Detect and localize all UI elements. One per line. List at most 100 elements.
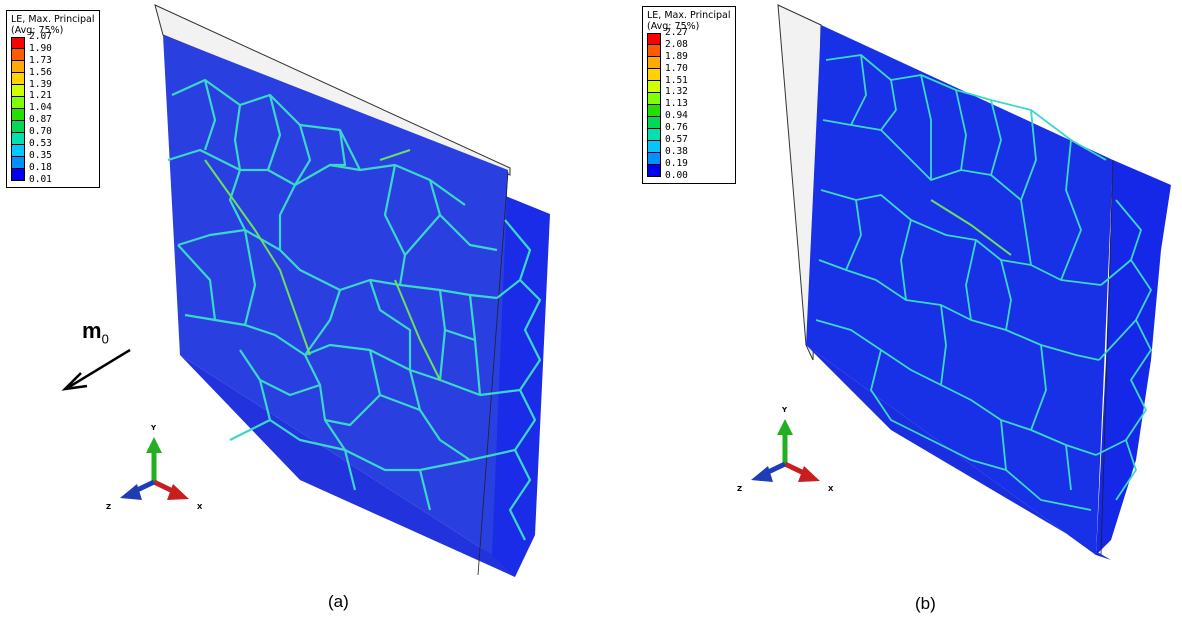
grain-boundary bbox=[243, 229, 257, 326]
deformed-mesh-b bbox=[777, 4, 1171, 560]
legend-swatch bbox=[647, 117, 661, 129]
axis-triad-a-icon: Y X Z bbox=[106, 424, 203, 511]
grain-boundary bbox=[428, 179, 498, 252]
contour-legend-a: LE, Max. Principal (Avg: 75%) 2.07 1.90 bbox=[6, 10, 100, 188]
axis-label-y: Y bbox=[781, 406, 788, 414]
grain-boundary bbox=[1060, 139, 1082, 281]
legend-swatch bbox=[11, 85, 25, 97]
legend-value: 1.90 bbox=[29, 42, 52, 54]
axis-label-x: X bbox=[828, 485, 834, 493]
grain-boundary bbox=[239, 349, 321, 397]
legend-value: 0.57 bbox=[665, 134, 688, 146]
legend-swatch bbox=[11, 61, 25, 73]
legend-swatch bbox=[647, 81, 661, 93]
grain-boundary bbox=[815, 319, 1097, 456]
grain-boundary bbox=[177, 228, 401, 292]
legend-value: 2.07 bbox=[29, 31, 52, 42]
grain-boundary bbox=[1100, 259, 1132, 286]
grain-boundary bbox=[304, 289, 342, 356]
axis-label-z: Z bbox=[106, 503, 111, 511]
grain-boundary bbox=[920, 74, 932, 180]
magnetization-label: m0 bbox=[82, 318, 109, 346]
grain-boundary bbox=[479, 388, 521, 397]
legend-value: 0.18 bbox=[29, 161, 52, 173]
legend-title: LE, Max. Principal bbox=[11, 14, 95, 25]
grain-boundary bbox=[418, 469, 432, 511]
grain-boundary bbox=[304, 354, 346, 451]
legend-value: 1.73 bbox=[29, 54, 52, 66]
legend-swatch bbox=[11, 73, 25, 85]
legend-value: 0.01 bbox=[29, 173, 52, 185]
grain-boundary bbox=[1030, 344, 1047, 431]
legend-swatch bbox=[11, 109, 25, 121]
grain-boundary bbox=[880, 79, 897, 131]
legend-swatch bbox=[647, 57, 661, 69]
grain-boundary bbox=[1000, 419, 1092, 511]
legend-swatch bbox=[647, 129, 661, 141]
legend-value: 1.51 bbox=[665, 74, 688, 86]
legend-value: 2.27 bbox=[665, 27, 688, 38]
grain-boundary bbox=[845, 199, 862, 271]
grain-boundary bbox=[404, 214, 441, 256]
legend-swatch bbox=[11, 121, 25, 133]
legend-value: 0.53 bbox=[29, 138, 52, 150]
high-strain-bands bbox=[204, 149, 441, 381]
legend-swatch bbox=[647, 33, 661, 45]
grain-boundary bbox=[930, 439, 1007, 471]
legend-value: 1.04 bbox=[29, 102, 52, 114]
grain-boundary bbox=[818, 259, 1100, 361]
grain-boundary bbox=[330, 129, 347, 167]
grain-boundary bbox=[900, 219, 912, 301]
panel-b: LE, Max. Principal (Avg: 75%) 2.27 2.08 bbox=[591, 0, 1182, 619]
grain-boundary bbox=[368, 279, 412, 370]
grain-boundary bbox=[229, 419, 271, 441]
grain-boundary bbox=[496, 279, 521, 299]
high-strain-bands bbox=[930, 199, 1012, 256]
legend-value: 1.89 bbox=[665, 50, 688, 62]
legend-swatch bbox=[647, 69, 661, 81]
grain-boundary bbox=[399, 283, 498, 300]
contour-legend-b: LE, Max. Principal (Avg: 75%) 2.27 2.08 bbox=[642, 6, 736, 184]
legend-value: 1.21 bbox=[29, 90, 52, 102]
axis-label-y: Y bbox=[150, 424, 157, 432]
undeformed-outline bbox=[154, 4, 511, 176]
magnetization-symbol: m bbox=[82, 318, 102, 343]
caption-b: (b) bbox=[915, 594, 936, 613]
grain-boundary bbox=[504, 219, 542, 541]
deformed-mesh-a bbox=[154, 4, 550, 577]
grain-boundary bbox=[1020, 109, 1037, 266]
grain-boundary bbox=[177, 244, 217, 321]
grain-boundary bbox=[408, 369, 471, 461]
grain-boundary bbox=[1098, 319, 1137, 361]
strain-band bbox=[394, 279, 441, 381]
side-face bbox=[1096, 160, 1171, 555]
magnetization-arrow-icon bbox=[61, 348, 131, 391]
legend-swatch bbox=[647, 141, 661, 153]
legend-color-bar bbox=[11, 37, 25, 181]
grain-boundary bbox=[203, 79, 217, 151]
grain-boundary bbox=[171, 78, 466, 206]
grain-boundary bbox=[965, 239, 977, 321]
legend-values: 2.07 1.90 1.73 1.56 1.39 1.21 1.04 0.87 … bbox=[29, 31, 52, 186]
legend-swatch bbox=[647, 45, 661, 57]
legend-swatch bbox=[11, 157, 25, 169]
magnetization-subscript: 0 bbox=[101, 331, 109, 347]
grain-boundary bbox=[473, 339, 482, 396]
grain-boundary bbox=[1000, 259, 1012, 331]
legend-value: 0.19 bbox=[665, 157, 688, 169]
grain-boundaries bbox=[815, 54, 1152, 511]
grain-boundary bbox=[266, 94, 282, 171]
grain-boundary bbox=[990, 99, 1002, 176]
legend-swatch bbox=[11, 133, 25, 145]
grain-boundary bbox=[1115, 199, 1152, 501]
legend-values: 2.27 2.08 1.89 1.70 1.51 1.32 1.13 0.94 … bbox=[665, 27, 688, 182]
legend-value: 1.39 bbox=[29, 78, 52, 90]
legend-value: 0.35 bbox=[29, 149, 52, 161]
grain-boundary bbox=[822, 119, 1022, 201]
legend-value: 0.00 bbox=[665, 169, 688, 181]
grain-boundary bbox=[324, 349, 382, 427]
legend-title: LE, Max. Principal bbox=[647, 10, 731, 21]
legend-value: 1.13 bbox=[665, 98, 688, 110]
legend-subtitle: (Avg: 75%) bbox=[647, 21, 700, 32]
grain-boundaries bbox=[167, 78, 542, 541]
